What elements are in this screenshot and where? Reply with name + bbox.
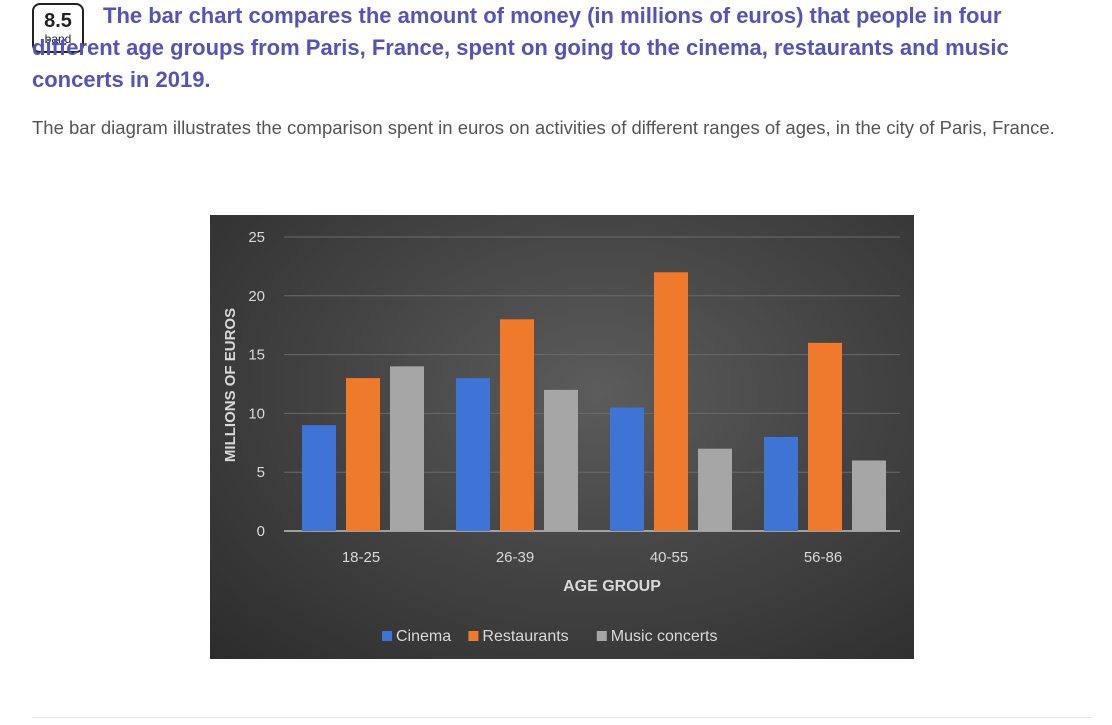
legend-swatch-music-concerts: [596, 631, 607, 641]
divider: [32, 717, 1092, 718]
bar-cinema: [610, 407, 644, 531]
x-tick-label: 26-39: [496, 549, 534, 566]
x-axis-title: AGE GROUP: [563, 578, 661, 595]
y-tick-label: 15: [248, 347, 265, 364]
essay-intro: The bar diagram illustrates the comparis…: [32, 117, 1055, 138]
bar-restaurants: [346, 378, 380, 531]
y-tick-label: 0: [257, 523, 265, 540]
bar-music-concerts: [698, 448, 732, 531]
y-tick-label: 20: [248, 288, 265, 305]
bar-music-concerts: [852, 460, 886, 531]
x-tick-label: 40-55: [650, 549, 688, 566]
legend-label: Restaurants: [482, 628, 568, 645]
x-tick-label: 18-25: [342, 549, 380, 566]
legend-label: Music concerts: [611, 628, 718, 645]
legend-swatch-cinema: [382, 631, 392, 641]
band-score: 8.5: [44, 10, 72, 32]
y-tick-label: 25: [248, 229, 265, 246]
bar-cinema: [302, 425, 336, 531]
bar-chart-svg: 0 5 10 15 20 25 18-25 26-39 40-55 56-86 AGE GROUP M…: [222, 229, 900, 645]
bar-restaurants: [808, 342, 842, 531]
bar-music-concerts: [390, 366, 424, 531]
bar-cinema: [456, 378, 490, 531]
legend-swatch-restaurants: [468, 631, 479, 641]
x-tick-label: 56-86: [804, 549, 842, 566]
bar-cinema: [764, 436, 798, 531]
task-title: The bar chart compares the amount of mon…: [32, 0, 1092, 96]
task-title-text: The bar chart compares the amount of mon…: [32, 3, 1009, 92]
y-tick-label: 5: [257, 464, 265, 481]
legend-label: Cinema: [396, 628, 451, 645]
band-label: band: [44, 32, 72, 46]
y-tick-label: 10: [248, 405, 265, 422]
y-axis-title: MILLIONS OF EUROS: [222, 308, 239, 462]
bar-restaurants: [500, 319, 534, 531]
bar-music-concerts: [544, 389, 578, 531]
bar-chart: 0 5 10 15 20 25 18-25 26-39 40-55 56-86 AGE GROUP M…: [210, 215, 914, 659]
band-score-badge: 8.5 band: [32, 3, 84, 53]
bar-restaurants: [654, 272, 688, 531]
